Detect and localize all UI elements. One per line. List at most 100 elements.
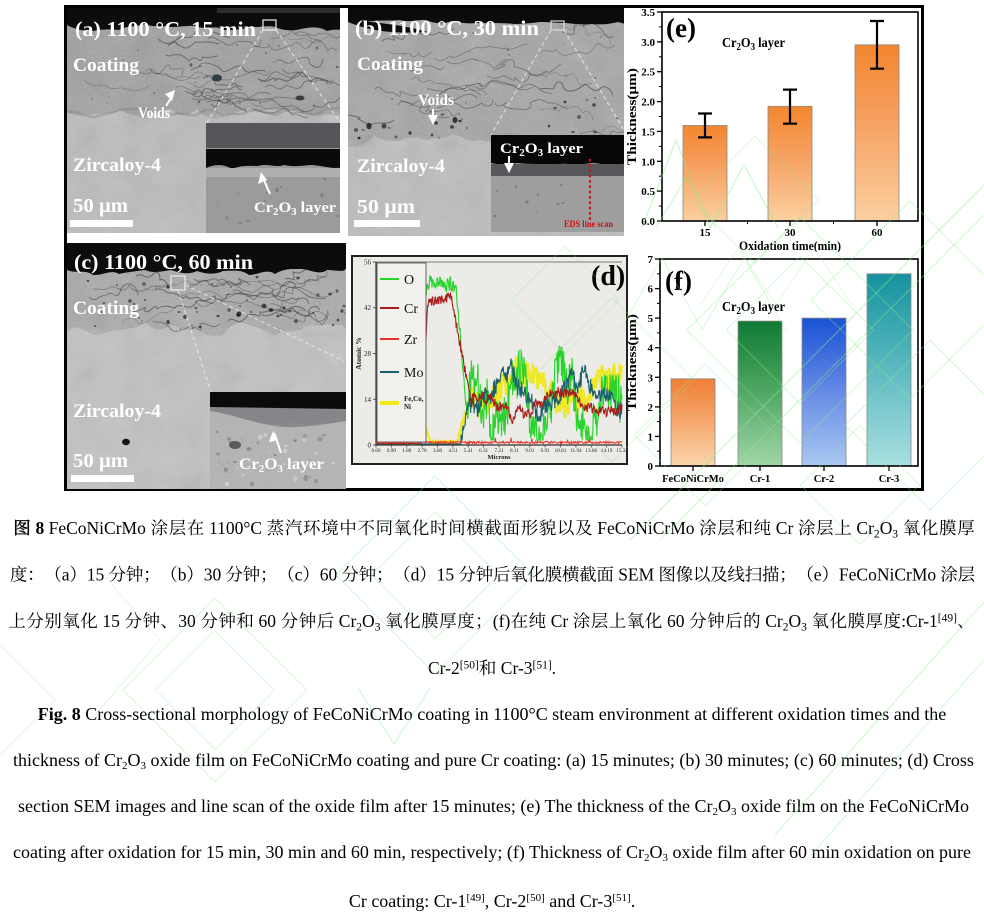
svg-text:0: 0 [648, 461, 654, 473]
svg-text:30: 30 [178, 611, 196, 631]
svg-text:1100°C: 1100°C [209, 518, 262, 538]
svg-text:3: 3 [375, 622, 381, 634]
svg-text:[51]: [51] [533, 660, 552, 672]
svg-text:3: 3 [801, 622, 807, 634]
svg-text:8.11: 8.11 [510, 448, 519, 454]
svg-text:Voids: Voids [138, 105, 170, 122]
svg-text:FeCoNiCrMo: FeCoNiCrMo [49, 518, 146, 538]
svg-text:Cr-1: Cr-1 [750, 474, 771, 485]
svg-text:SEM: SEM [618, 565, 654, 585]
svg-text:Zircaloy-4: Zircaloy-4 [73, 401, 162, 422]
svg-text:4.51: 4.51 [448, 448, 457, 454]
svg-text:50 μm: 50 μm [73, 195, 128, 217]
svg-text:1.5: 1.5 [641, 126, 655, 138]
svg-text:1.0: 1.0 [641, 156, 655, 168]
svg-text:Fe,Co,: Fe,Co, [404, 395, 424, 403]
svg-text:Cr-2: Cr-2 [428, 658, 460, 678]
svg-text:6: 6 [648, 284, 654, 296]
svg-text:60: 60 [320, 565, 338, 585]
svg-text:60: 60 [667, 611, 685, 631]
svg-text:7: 7 [648, 254, 654, 266]
svg-text:0.90: 0.90 [387, 448, 396, 454]
svg-text:3.0: 3.0 [641, 37, 655, 49]
svg-text:(e): (e) [666, 13, 696, 43]
svg-text:14: 14 [364, 396, 372, 404]
svg-text:O: O [880, 518, 893, 538]
svg-text:Zircaloy-4: Zircaloy-4 [73, 155, 162, 176]
svg-text:3: 3 [892, 529, 898, 541]
svg-text:0.0: 0.0 [641, 216, 655, 228]
svg-text:Cr: Cr [339, 611, 357, 631]
svg-text:0.00: 0.00 [371, 448, 380, 454]
svg-text:Zr: Zr [404, 333, 418, 348]
svg-text:2: 2 [648, 402, 654, 414]
svg-text:15: 15 [437, 565, 455, 585]
svg-text:56: 56 [364, 259, 372, 267]
svg-text:30: 30 [204, 565, 222, 585]
svg-text:Cr: Cr [765, 611, 783, 631]
svg-text:28: 28 [364, 350, 372, 358]
svg-text:6.31: 6.31 [479, 448, 488, 454]
svg-text:Coating: Coating [357, 54, 423, 75]
svg-text:(f): (f) [665, 266, 692, 296]
svg-text:EDS line scan: EDS line scan [564, 220, 614, 230]
svg-text:[49]: [49] [938, 613, 957, 625]
svg-text:FeCoNiCrMo: FeCoNiCrMo [597, 518, 694, 538]
svg-text:(f): (f) [493, 611, 511, 631]
svg-text:Mo: Mo [404, 366, 423, 381]
svg-text:c: c [295, 565, 303, 585]
svg-text:2.70: 2.70 [418, 448, 427, 454]
svg-text:9.91: 9.91 [541, 448, 550, 454]
svg-text:a: a [62, 565, 70, 585]
svg-text:Cr: Cr [551, 611, 569, 631]
svg-text:50 μm: 50 μm [357, 196, 415, 218]
svg-text:60: 60 [872, 227, 884, 239]
svg-text:2: 2 [874, 529, 880, 541]
svg-text:Oxidation time(min): Oxidation time(min) [739, 238, 841, 253]
svg-text:Atomic %: Atomic % [354, 337, 363, 370]
svg-text:8: 8 [36, 518, 45, 538]
svg-text:Cr-3: Cr-3 [879, 474, 900, 485]
svg-text:FeCoNiCrMo: FeCoNiCrMo [662, 474, 724, 485]
svg-text:15: 15 [700, 227, 712, 239]
svg-text:11.94: 11.94 [570, 448, 582, 454]
svg-text:Zircaloy-4: Zircaloy-4 [357, 156, 446, 177]
svg-text::Cr-1: :Cr-1 [901, 611, 938, 631]
svg-text:0.5: 0.5 [641, 186, 655, 198]
svg-text:30: 30 [785, 227, 797, 239]
svg-text:d: d [411, 565, 420, 585]
svg-text:2.5: 2.5 [641, 67, 655, 79]
svg-text:3: 3 [648, 372, 654, 384]
svg-text:Cr2O3 layer: Cr2O3 layer [722, 300, 785, 317]
svg-text:5.41: 5.41 [464, 448, 473, 454]
svg-text:0: 0 [368, 442, 372, 450]
svg-text:(d): (d) [591, 261, 625, 292]
svg-text:1: 1 [648, 431, 654, 443]
svg-text:2: 2 [783, 622, 789, 634]
svg-text:Cr2O3 layer: Cr2O3 layer [722, 36, 785, 53]
svg-text:60: 60 [259, 611, 277, 631]
svg-text:15.32: 15.32 [616, 448, 628, 454]
svg-text:Cr: Cr [404, 302, 418, 317]
svg-text:Voids: Voids [418, 92, 454, 109]
svg-text:e: e [814, 565, 822, 585]
svg-text:5: 5 [648, 313, 654, 325]
svg-text:9.01: 9.01 [525, 448, 534, 454]
svg-text:Thickness(μm): Thickness(μm) [624, 314, 639, 411]
svg-text:O: O [362, 611, 375, 631]
svg-text:10.81: 10.81 [555, 448, 567, 454]
svg-text:2.0: 2.0 [641, 97, 655, 109]
svg-text:13.06: 13.06 [585, 448, 597, 454]
svg-text:15: 15 [102, 611, 120, 631]
svg-text:FeCoNiCrMo: FeCoNiCrMo [839, 565, 936, 585]
svg-text:Cr: Cr [856, 518, 874, 538]
svg-text:(c) 1100 °C, 60 min: (c) 1100 °C, 60 min [74, 250, 253, 274]
svg-text:Ni: Ni [404, 403, 411, 411]
svg-text:Cr-3: Cr-3 [501, 658, 533, 678]
svg-text:14.19: 14.19 [601, 448, 613, 454]
svg-text:[50]: [50] [460, 660, 479, 672]
svg-text:(b) 1100 °C, 30 min: (b) 1100 °C, 30 min [355, 16, 539, 40]
svg-text:(a) 1100 °C, 15 min: (a) 1100 °C, 15 min [75, 17, 256, 41]
svg-text:42: 42 [364, 304, 372, 312]
svg-text:O: O [789, 611, 802, 631]
